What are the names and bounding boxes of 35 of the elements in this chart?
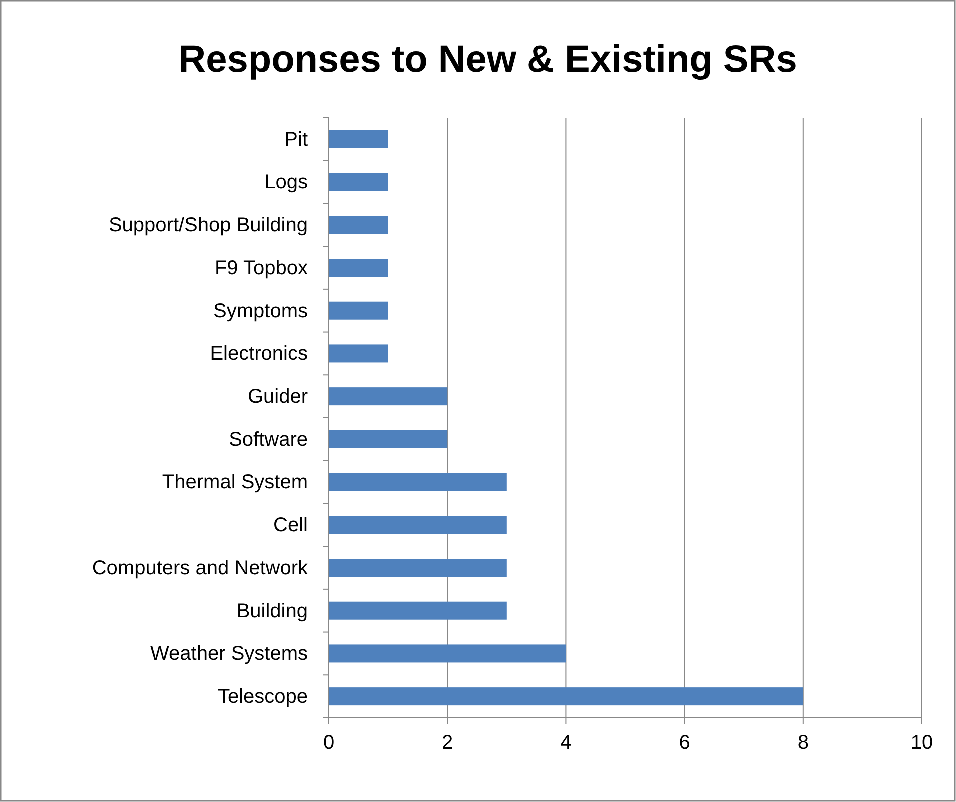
x-tick-label: 8 [798,732,809,754]
x-tick-label: 6 [679,732,690,754]
bar [329,388,448,406]
chart-title: Responses to New & Existing SRs [178,39,798,81]
bar [329,473,507,492]
bar [329,173,388,192]
y-tick-label: Logs [264,172,308,194]
y-tick-label: Thermal System [162,472,308,494]
x-tick-label: 2 [442,732,454,754]
x-tick-label: 4 [560,732,572,754]
bar [329,559,507,577]
y-tick-label: Guider [248,386,308,408]
x-tick-label: 0 [323,732,335,754]
y-tick-label: Building [236,600,308,622]
bar [329,430,448,448]
y-tick-label: Cell [274,514,308,537]
bar [329,688,804,706]
y-tick-label: Software [229,428,308,451]
bar [329,602,507,620]
y-tick-label: Telescope [218,686,308,708]
bar [329,259,388,277]
y-tick-label: Computers and Network [92,557,309,580]
bar [329,216,388,234]
x-tick-label: 10 [910,732,934,754]
y-tick-label: F9 Topbox [214,257,308,280]
y-tick-label: Pit [284,128,308,151]
y-tick-label: Electronics [210,343,308,366]
bar [329,130,388,148]
bar [329,344,388,363]
y-tick-label: Weather Systems [150,643,308,666]
y-tick-label: Support/Shop Building [108,214,308,237]
y-tick-label: Symptoms [214,300,308,322]
bar [329,644,566,663]
bar [329,302,388,320]
bar [329,516,507,534]
